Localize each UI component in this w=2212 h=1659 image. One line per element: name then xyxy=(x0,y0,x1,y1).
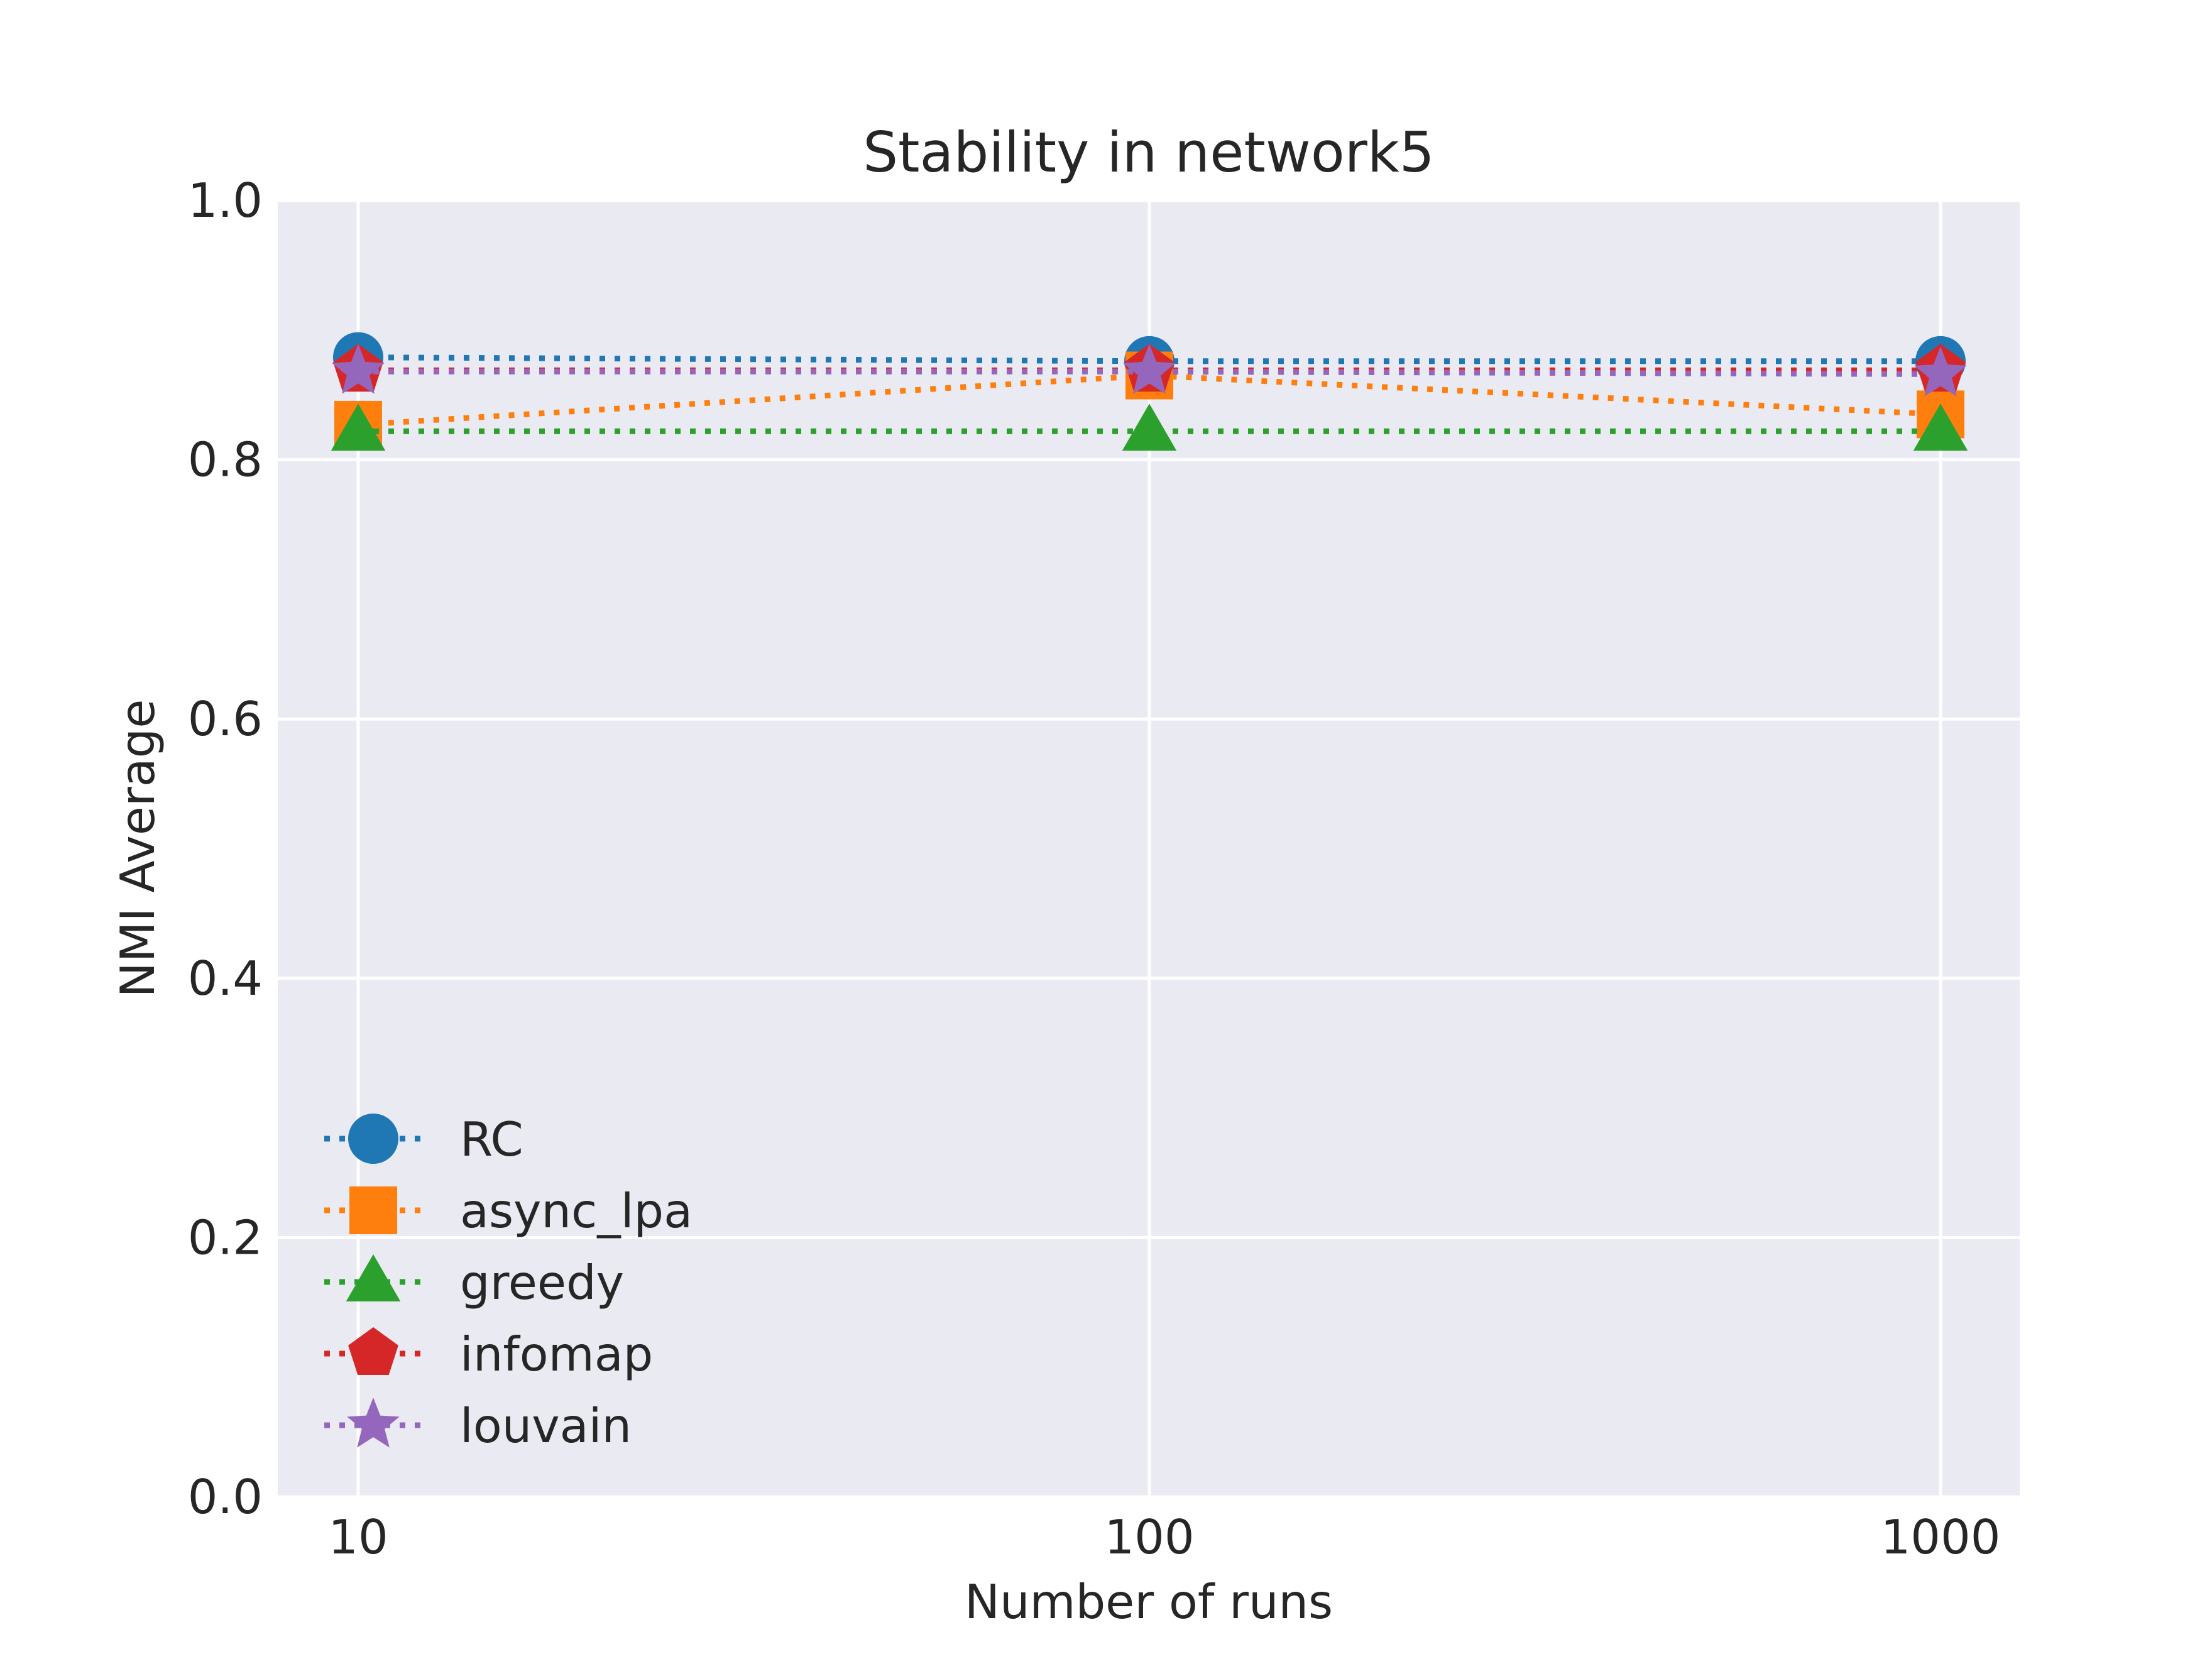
y-axis-label: NMI Average xyxy=(110,699,165,998)
data-point xyxy=(1914,346,1967,397)
y-tick-label: 0.6 xyxy=(188,691,263,747)
legend-marker xyxy=(346,1254,401,1301)
legend-item: louvain xyxy=(324,1398,632,1454)
series-greedy xyxy=(331,403,1968,451)
legend-label: async_lpa xyxy=(460,1183,693,1239)
data-point xyxy=(1122,403,1177,451)
x-tick-labels: 10 100 1000 xyxy=(328,1509,2000,1565)
x-axis-label: Number of runs xyxy=(965,1574,1333,1629)
x-tick-label: 10 xyxy=(328,1509,388,1565)
series-layer xyxy=(331,332,1968,451)
y-tick-label: 0.0 xyxy=(188,1469,263,1525)
legend-item: infomap xyxy=(324,1327,653,1382)
data-point xyxy=(331,403,386,451)
legend-item: async_lpa xyxy=(324,1183,693,1239)
data-point xyxy=(1123,344,1176,394)
y-tick-label: 0.8 xyxy=(188,432,263,488)
chart-title: Stability in network5 xyxy=(863,120,1435,185)
legend-marker xyxy=(349,1186,397,1234)
x-tick-label: 1000 xyxy=(1881,1509,2001,1565)
y-tick-label: 0.2 xyxy=(188,1210,263,1265)
legend-marker xyxy=(348,1114,398,1164)
data-point xyxy=(332,344,385,394)
y-tick-labels: 0.0 0.2 0.4 0.6 0.8 1.0 xyxy=(188,173,263,1525)
legend-marker xyxy=(348,1327,398,1375)
legend-label: louvain xyxy=(460,1398,632,1454)
legend-item: RC xyxy=(324,1112,523,1167)
series-louvain xyxy=(332,344,1967,397)
legend-label: infomap xyxy=(460,1327,653,1382)
data-point xyxy=(1913,403,1968,451)
x-tick-label: 100 xyxy=(1104,1509,1194,1565)
y-tick-label: 1.0 xyxy=(188,173,263,228)
y-tick-label: 0.4 xyxy=(188,951,263,1006)
legend-item: greedy xyxy=(324,1254,624,1310)
legend-label: greedy xyxy=(460,1255,624,1310)
legend-label: RC xyxy=(460,1112,523,1167)
legend-marker xyxy=(347,1398,400,1448)
